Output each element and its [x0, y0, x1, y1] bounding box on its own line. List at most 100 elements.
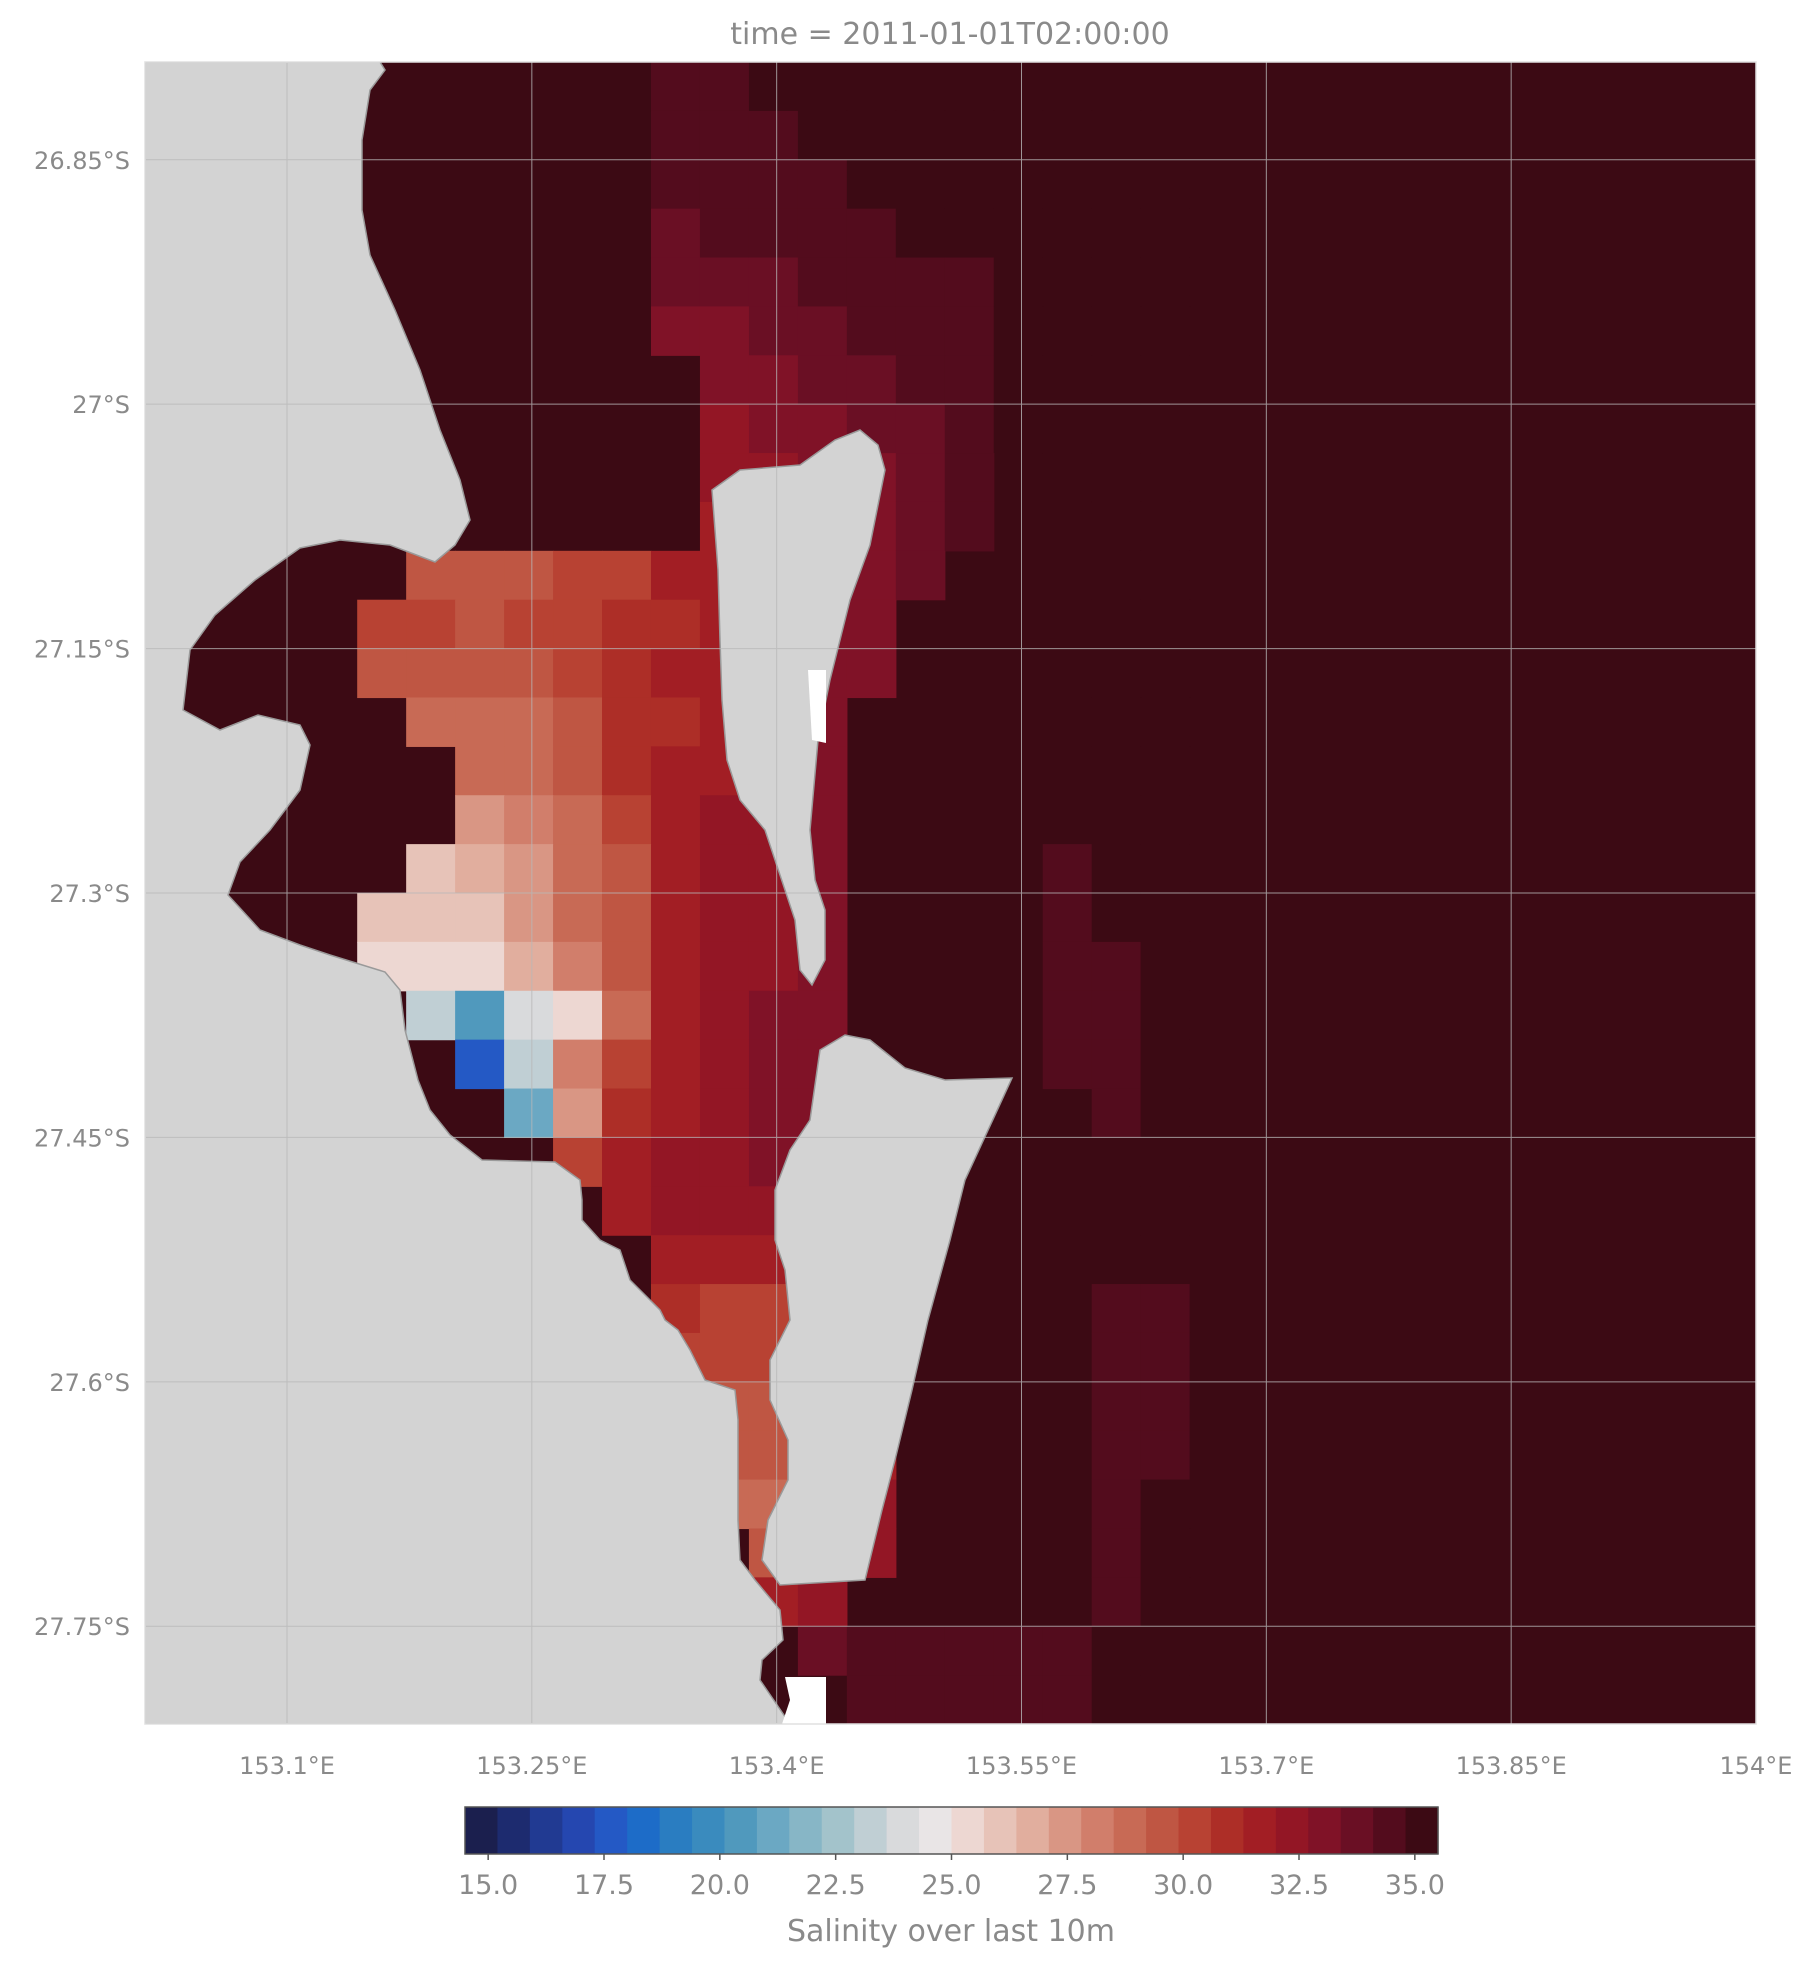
- salinity-cell: [1189, 990, 1756, 1041]
- salinity-cell: [895, 501, 946, 552]
- salinity-cell: [650, 746, 701, 796]
- salinity-cell: [1042, 893, 1093, 943]
- salinity-cell: [993, 62, 1044, 112]
- salinity-cell: [699, 110, 750, 161]
- colorbar-swatch: [1373, 1807, 1407, 1854]
- colorbar-label: Salinity over last 10m: [787, 1914, 1115, 1949]
- salinity-cell: [895, 62, 946, 112]
- x-tick-label: 153.25°E: [476, 1752, 587, 1780]
- y-tick-label: 27.15°S: [34, 636, 130, 664]
- salinity-cell: [846, 110, 897, 161]
- salinity-cell: [553, 599, 603, 650]
- colorbar-swatch: [1405, 1807, 1439, 1854]
- salinity-cell: [650, 990, 701, 1041]
- colorbar-swatch: [594, 1807, 628, 1854]
- salinity-cell: [406, 648, 456, 699]
- salinity-cell: [650, 648, 701, 699]
- x-tick-label: 153.7°E: [1218, 1752, 1314, 1780]
- salinity-cell: [1091, 62, 1142, 112]
- salinity-cell: [699, 1039, 750, 1090]
- salinity-cell: [1189, 599, 1756, 650]
- salinity-cell: [553, 1039, 603, 1090]
- salinity-cell: [797, 990, 848, 1041]
- salinity-cell: [602, 599, 652, 650]
- colorbar-swatch: [627, 1807, 661, 1854]
- salinity-cell: [846, 208, 897, 259]
- salinity-cell: [553, 990, 603, 1041]
- salinity-cell: [406, 893, 456, 943]
- colorbar-swatch: [1275, 1807, 1309, 1854]
- salinity-cell: [1140, 1430, 1191, 1481]
- colorbar-swatch: [1308, 1807, 1342, 1854]
- colorbar-tick-label: 27.5: [1037, 1870, 1097, 1901]
- salinity-cell: [1140, 990, 1191, 1041]
- salinity-cell: [1042, 208, 1093, 259]
- salinity-cell: [846, 257, 897, 308]
- salinity-cell: [748, 404, 799, 454]
- salinity-cell: [895, 453, 946, 503]
- salinity-cell: [1140, 257, 1191, 308]
- salinity-cell: [504, 697, 554, 747]
- salinity-cell: [1042, 990, 1093, 1041]
- salinity-cell: [650, 110, 701, 161]
- salinity-cell: [602, 746, 652, 796]
- salinity-cell: [504, 1088, 554, 1139]
- salinity-cell: [1189, 1039, 1756, 1090]
- salinity-cell: [553, 893, 603, 943]
- salinity-cell: [1140, 355, 1191, 405]
- salinity-cell: [699, 844, 750, 894]
- salinity-cell: [1042, 453, 1093, 503]
- salinity-cell: [1140, 306, 1191, 356]
- salinity-cell: [602, 550, 652, 601]
- salinity-cell: [1091, 1675, 1142, 1724]
- salinity-cell: [895, 1626, 946, 1676]
- colorbar-swatch: [1081, 1807, 1115, 1854]
- salinity-cell: [1140, 1284, 1191, 1334]
- y-tick-label: 26.85°S: [34, 147, 130, 175]
- salinity-cell: [846, 355, 897, 405]
- salinity-cell: [455, 746, 505, 796]
- white-gap-2: [782, 1677, 826, 1724]
- salinity-cell: [748, 110, 799, 161]
- salinity-cell: [1091, 501, 1142, 552]
- y-tick-label: 27.6°S: [49, 1369, 130, 1397]
- salinity-cell: [699, 990, 750, 1041]
- salinity-cell: [1189, 893, 1756, 943]
- salinity-cell: [748, 941, 799, 992]
- salinity-cell: [602, 1088, 652, 1139]
- salinity-cell: [1091, 306, 1142, 356]
- salinity-cell: [1140, 501, 1191, 552]
- salinity-cell: [1091, 453, 1142, 503]
- salinity-cell: [1042, 1039, 1093, 1090]
- salinity-cell: [602, 893, 652, 943]
- salinity-cell: [455, 1039, 505, 1090]
- salinity-cell: [504, 550, 554, 601]
- salinity-cell: [1091, 1284, 1142, 1334]
- colorbar-tick-label: 22.5: [806, 1870, 866, 1901]
- salinity-cell: [650, 844, 701, 894]
- colorbar-swatch: [1048, 1807, 1082, 1854]
- colorbar-swatch: [1016, 1807, 1050, 1854]
- colorbar-swatch: [659, 1807, 693, 1854]
- colorbar-swatch: [854, 1807, 888, 1854]
- colorbar-tick-label: 32.5: [1269, 1870, 1329, 1901]
- colorbar-swatch: [983, 1807, 1017, 1854]
- salinity-cell: [1189, 404, 1756, 454]
- salinity-cell: [699, 1186, 750, 1236]
- salinity-cell: [1042, 159, 1093, 210]
- salinity-cell: [944, 1626, 995, 1676]
- salinity-cell: [748, 208, 799, 259]
- salinity-cell: [1140, 550, 1191, 601]
- salinity-cell: [1091, 208, 1142, 259]
- salinity-cell: [553, 941, 603, 992]
- salinity-cell: [1042, 941, 1093, 992]
- salinity-cell: [699, 1332, 750, 1383]
- colorbar-swatch: [919, 1807, 953, 1854]
- salinity-cell: [504, 1039, 554, 1090]
- salinity-cell: [846, 648, 897, 699]
- colorbar-swatch: [1243, 1807, 1277, 1854]
- colorbar-swatch: [1178, 1807, 1212, 1854]
- salinity-cell: [650, 62, 701, 112]
- salinity-cell: [797, 355, 848, 405]
- x-tick-label: 154°E: [1720, 1752, 1793, 1780]
